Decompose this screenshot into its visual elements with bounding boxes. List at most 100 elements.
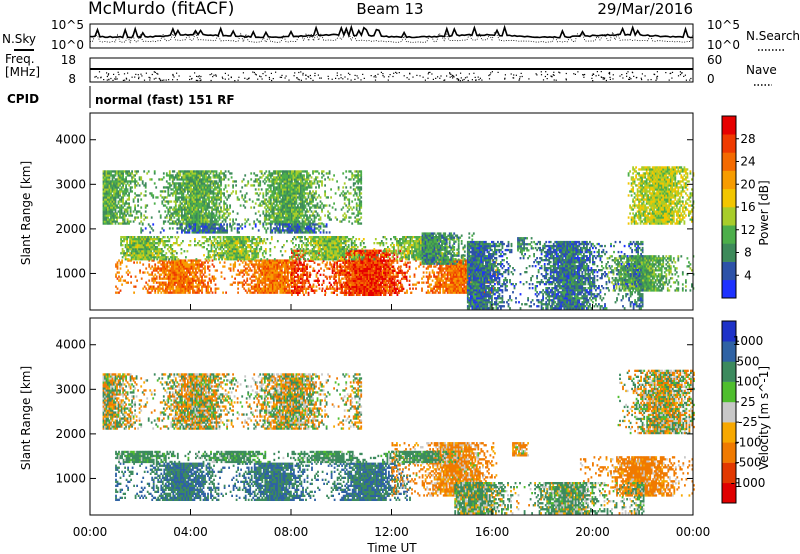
power-cell (258, 236, 261, 239)
power-cell (192, 283, 194, 286)
power-cell (181, 279, 184, 282)
power-cell (148, 273, 151, 276)
power-cell (440, 269, 443, 272)
power-cell (280, 285, 283, 288)
power-cell (302, 275, 304, 278)
power-cell (213, 244, 216, 247)
nave-point (284, 77, 286, 79)
power-cell (279, 267, 282, 270)
power-cell (264, 248, 267, 251)
power-cell (361, 289, 364, 293)
power-cell (175, 269, 178, 272)
power-cell (303, 283, 306, 286)
nave-point (429, 71, 431, 73)
power-cell (273, 265, 276, 268)
power-cell (193, 273, 196, 276)
power-cell (256, 291, 259, 294)
power-cell (389, 291, 392, 294)
power-cell (369, 287, 372, 291)
power-cell (151, 279, 154, 282)
power-cell (330, 265, 333, 268)
power-cell (269, 242, 272, 245)
date-title: 29/Mar/2016 (597, 0, 693, 18)
power-cell (448, 291, 451, 294)
power-cell (259, 265, 262, 268)
power-cell (360, 259, 363, 262)
power-cell (221, 250, 224, 253)
power-cell (198, 240, 201, 243)
power-cell (395, 273, 398, 276)
power-cell (452, 281, 455, 284)
power-cell (458, 261, 461, 264)
power-cell (223, 265, 226, 268)
nave-point (633, 75, 635, 77)
power-cell (357, 265, 360, 269)
power-cell (460, 281, 463, 284)
power-cell (183, 275, 185, 278)
power-cell (307, 279, 310, 283)
power-cell (314, 289, 316, 292)
power-cell (204, 258, 207, 261)
power-cell (195, 285, 197, 288)
power-cell (345, 269, 348, 272)
power-cell (285, 285, 288, 288)
power-cell (463, 263, 466, 266)
power-cell (464, 285, 467, 288)
power-cell (176, 279, 179, 282)
power-cell (373, 277, 376, 281)
power-cell (172, 254, 175, 257)
power-cell (381, 251, 384, 254)
power-cell (364, 253, 367, 256)
power-cell (334, 281, 337, 285)
power-cell (270, 263, 273, 266)
power-cell (210, 289, 212, 292)
power-cell (178, 291, 181, 294)
power-cell (139, 246, 142, 249)
power-cell (336, 265, 339, 269)
power-cell (439, 287, 442, 290)
power-cell (375, 277, 378, 280)
power-cell (439, 269, 442, 272)
power-cell (294, 275, 296, 279)
power-cell (195, 269, 197, 272)
power-cell (169, 246, 172, 249)
power-cell (149, 273, 152, 276)
power-cell (203, 242, 205, 245)
power-cell (202, 261, 205, 264)
power-cell (284, 291, 286, 294)
station-title: McMurdo (fitACF) (88, 0, 234, 19)
power-cell (400, 238, 403, 241)
power-cell (207, 289, 209, 292)
power-cell (159, 238, 162, 241)
power-cell (457, 263, 460, 266)
power-cell (457, 287, 460, 290)
power-cell (258, 265, 261, 268)
power-cell (195, 279, 197, 282)
power-cell (265, 271, 268, 274)
power-cell (158, 287, 161, 290)
power-cell (240, 256, 243, 259)
power-cell (166, 287, 169, 290)
power-cell (333, 267, 336, 270)
power-cell (458, 285, 461, 288)
power-cell (235, 273, 238, 276)
power-cell (320, 244, 323, 247)
nave-tick-top: 60 (707, 53, 722, 67)
power-cell (189, 267, 191, 270)
power-cell (345, 261, 348, 264)
nave-point (605, 79, 607, 82)
nave-point (310, 77, 312, 80)
power-cell (333, 277, 336, 281)
power-cell (352, 265, 355, 269)
power-cell (355, 265, 358, 269)
power-cell (301, 289, 304, 293)
power-cell (169, 291, 172, 294)
nave-point (134, 76, 136, 78)
power-cell (367, 265, 370, 269)
power-cell (349, 291, 352, 295)
power-cell (279, 283, 282, 286)
nave-point (237, 79, 239, 81)
power-cell (273, 291, 276, 294)
power-cell (280, 263, 283, 266)
power-cell (299, 258, 302, 261)
